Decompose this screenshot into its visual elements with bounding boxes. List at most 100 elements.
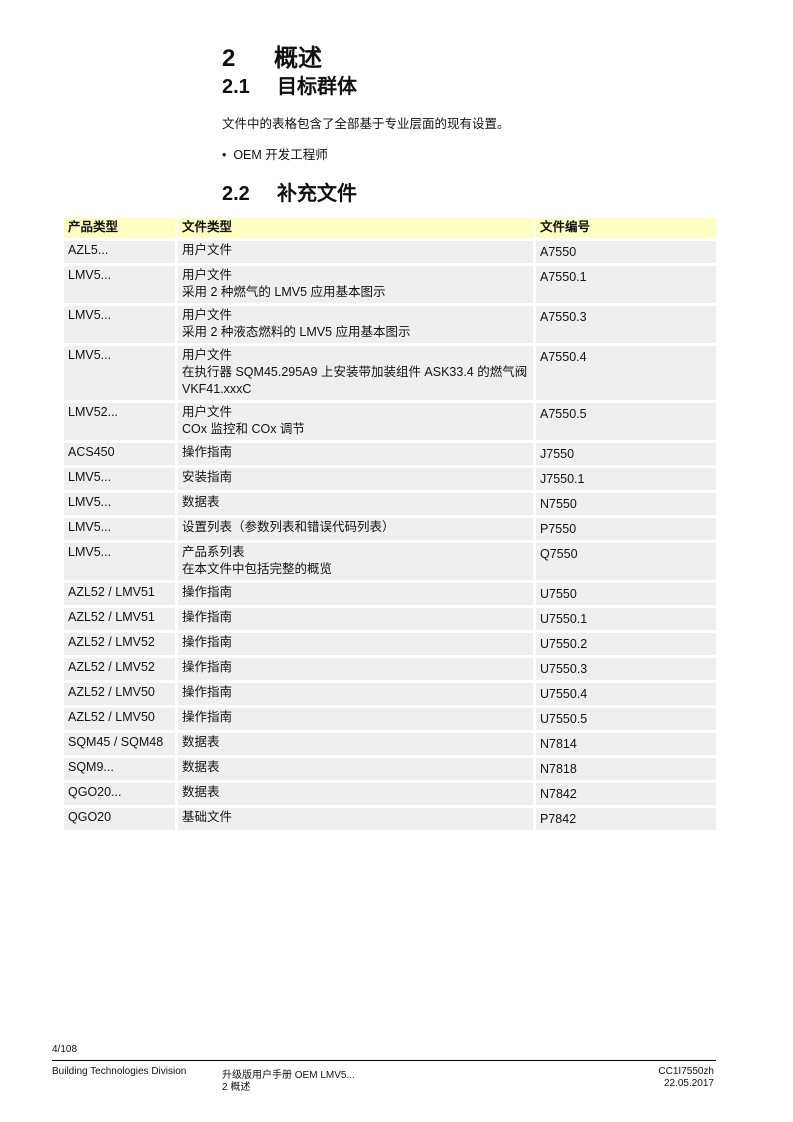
document-type: 数据表 [178, 758, 533, 780]
table-row: LMV5... 设置列表（参数列表和错误代码列表） P7550 [64, 518, 716, 540]
document-number: N7550 [536, 493, 716, 515]
document-type-line: 数据表 [182, 735, 220, 749]
footer-doc-id: CC1I7550zh [658, 1066, 714, 1077]
document-type-line: 数据表 [182, 495, 220, 509]
product-type: AZL52 / LMV51 [64, 608, 175, 630]
document-type-line: 采用 2 种液态燃料的 LMV5 应用基本图示 [182, 325, 411, 339]
table-row: ACS450 操作指南 J7550 [64, 443, 716, 465]
document-number: N7842 [536, 783, 716, 805]
product-type: AZL52 / LMV50 [64, 683, 175, 705]
document-type: 操作指南 [178, 683, 533, 705]
document-type: 基础文件 [178, 808, 533, 830]
document-type-line: 用户文件 [182, 243, 233, 257]
document-type-line: 用户文件 [182, 268, 233, 282]
table-row: LMV5... 用户文件 在执行器 SQM45.295A9 上安装带加装组件 ASK… [64, 346, 716, 400]
product-type: ACS450 [64, 443, 175, 465]
document-type: 操作指南 [178, 608, 533, 630]
product-type: SQM9... [64, 758, 175, 780]
table-row: AZL5... 用户文件 A7550 [64, 241, 716, 263]
document-type: 用户文件在执行器 SQM45.295A9 上安装带加装组件 ASK33.4 的燃… [178, 346, 533, 400]
product-type: QGO20 [64, 808, 175, 830]
table-row: AZL52 / LMV52 操作指南 U7550.2 [64, 633, 716, 655]
document-type-line: 操作指南 [182, 585, 233, 599]
footer-doc-title: 升级版用户手册 OEM LMV5... [222, 1070, 355, 1081]
document-type: 用户文件 [178, 241, 533, 263]
document-type-line: 操作指南 [182, 635, 233, 649]
footer-division: Building Technologies Division [52, 1066, 187, 1077]
document-type: 操作指南 [178, 658, 533, 680]
document-type: 操作指南 [178, 583, 533, 605]
document-type-line: 数据表 [182, 785, 220, 799]
product-type: LMV5... [64, 266, 175, 303]
table-row: LMV5... 用户文件 采用 2 种燃气的 LMV5 应用基本图示 A7550.1 [64, 266, 716, 303]
table-row: LMV5... 产品系列表 在本文件中包括完整的概览 Q7550 [64, 543, 716, 580]
document-type: 安装指南 [178, 468, 533, 490]
chapter-heading: 2 概述 [222, 45, 322, 72]
document-number: A7550 [536, 241, 716, 263]
document-type-line: 操作指南 [182, 660, 233, 674]
document-number: J7550.1 [536, 468, 716, 490]
section-heading-2-1: 2.1 目标群体 [222, 76, 357, 98]
table-row: AZL52 / LMV51 操作指南 U7550.1 [64, 608, 716, 630]
document-type-line: COx 监控和 COx 调节 [182, 422, 305, 436]
document-type: 操作指南 [178, 633, 533, 655]
table-row: AZL52 / LMV50 操作指南 U7550.4 [64, 683, 716, 705]
table-row: SQM45 / SQM48 数据表 N7814 [64, 733, 716, 755]
table-row: QGO20 基础文件 P7842 [64, 808, 716, 830]
document-number: P7550 [536, 518, 716, 540]
document-type: 用户文件 采用 2 种液态燃料的 LMV5 应用基本图示 [178, 306, 533, 343]
product-type: LMV5... [64, 346, 175, 400]
table-row: AZL52 / LMV52 操作指南 U7550.3 [64, 658, 716, 680]
footer-date: 22.05.2017 [663, 1078, 714, 1089]
document-number: N7818 [536, 758, 716, 780]
document-type-line: 数据表 [182, 760, 220, 774]
document-number: P7842 [536, 808, 716, 830]
document-type-line: 操作指南 [182, 710, 233, 724]
product-type: LMV5... [64, 493, 175, 515]
document-type-line: 采用 2 种燃气的 LMV5 应用基本图示 [182, 285, 386, 299]
document-type: 操作指南 [178, 443, 533, 465]
product-type: AZL52 / LMV50 [64, 708, 175, 730]
table-row: AZL52 / LMV51 操作指南 U7550 [64, 583, 716, 605]
header-document-number: 文件编号 [536, 218, 716, 238]
header-product-type: 产品类型 [64, 218, 175, 238]
document-type: 产品系列表在本文件中包括完整的概览 [178, 543, 533, 580]
product-type: AZL52 / LMV52 [64, 658, 175, 680]
document-number: N7814 [536, 733, 716, 755]
document-type: 用户文件采用 2 种燃气的 LMV5 应用基本图示 [178, 266, 533, 303]
document-type-line: 操作指南 [182, 610, 233, 624]
document-type-line: 用户文件 [182, 348, 233, 362]
product-type: AZL52 / LMV52 [64, 633, 175, 655]
document-type: 用户文件 COx 监控和 COx 调节 [178, 403, 533, 440]
header-document-type: 文件类型 [178, 218, 533, 238]
document-number: U7550.2 [536, 633, 716, 655]
section-heading-2-2: 2.2 补充文件 [222, 183, 357, 205]
table-row: LMV52... 用户文件 COx 监控和 COx 调节 A7550.5 [64, 403, 716, 440]
table-header-row: 产品类型 文件类型 文件编号 [64, 218, 716, 238]
document-number: U7550 [536, 583, 716, 605]
table-row: LMV5... 数据表 N7550 [64, 493, 716, 515]
product-type: AZL5... [64, 241, 175, 263]
bullet-item: • OEM 开发工程师 [222, 148, 328, 162]
paragraph: 文件中的表格包含了全部基于专业层面的现有设置。 [222, 117, 510, 131]
document-type-line: 产品系列表 [182, 545, 245, 559]
table-row: AZL52 / LMV50 操作指南 U7550.5 [64, 708, 716, 730]
document-type: 数据表 [178, 733, 533, 755]
table-row: SQM9... 数据表 N7818 [64, 758, 716, 780]
document-type: 数据表 [178, 783, 533, 805]
document-number: J7550 [536, 443, 716, 465]
document-number: A7550.4 [536, 346, 716, 400]
footer-divider [52, 1060, 716, 1061]
document-type-line: 在执行器 SQM45.295A9 上安装带加装组件 ASK33.4 的燃气阀 V… [182, 365, 528, 396]
document-type-line: 在本文件中包括完整的概览 [182, 562, 333, 576]
product-type: LMV5... [64, 543, 175, 580]
document-number: U7550.5 [536, 708, 716, 730]
product-type: LMV5... [64, 468, 175, 490]
document-type-line: 用户文件 [182, 405, 233, 419]
product-type: LMV52... [64, 403, 175, 440]
documents-table: 产品类型 文件类型 文件编号 AZL5... 用户文件 A7550 LMV5... 用户… [61, 215, 719, 833]
document-type-line: 基础文件 [182, 810, 233, 824]
document-number: Q7550 [536, 543, 716, 580]
document-type: 数据表 [178, 493, 533, 515]
document-type-line: 设置列表（参数列表和错误代码列表） [182, 520, 395, 534]
